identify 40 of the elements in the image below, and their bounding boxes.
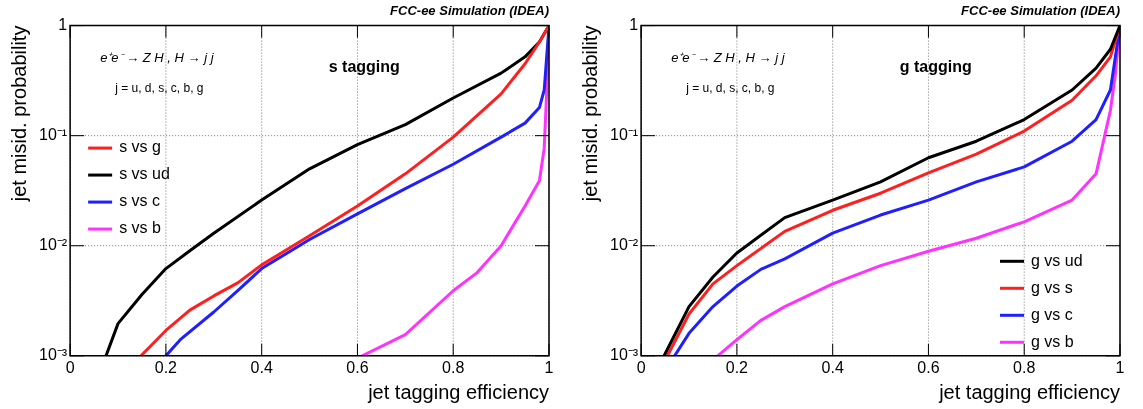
x-tick-label: 0.4	[250, 358, 273, 376]
x-axis-title: jet tagging efficiency	[367, 380, 549, 403]
y-tick-label: 1	[629, 16, 639, 34]
legend-label: s vs c	[119, 192, 161, 210]
legend-label: g vs b	[1031, 332, 1074, 350]
annotation: g tagging	[899, 58, 972, 76]
x-tick-label: 0.2	[154, 358, 178, 376]
x-tick-label: 0.8	[1013, 358, 1036, 376]
annotation: e⁺e⁻ → Z H , H → j j	[671, 50, 786, 66]
legend-label: s vs g	[119, 138, 161, 156]
x-tick-label: 0	[636, 358, 646, 376]
y-tick-label: 10⁻³	[610, 346, 639, 364]
annotation: j = u, d, s, c, b, g	[114, 80, 204, 95]
x-tick-label: 0.6	[346, 358, 369, 376]
legend-label: g vs c	[1031, 305, 1073, 323]
x-tick-label: 1	[1115, 358, 1125, 376]
x-tick-label: 0.2	[725, 358, 749, 376]
chart-title: FCC-ee Simulation (IDEA)	[961, 3, 1120, 19]
y-tick-label: 10⁻¹	[39, 126, 68, 144]
x-tick-label: 0.4	[821, 358, 844, 376]
y-axis-title: jet misid. probability	[7, 25, 30, 203]
annotation: s tagging	[328, 58, 400, 76]
y-tick-label: 1	[58, 16, 68, 34]
chart-title: FCC-ee Simulation (IDEA)	[390, 3, 549, 19]
y-tick-label: 10⁻²	[39, 236, 68, 254]
y-tick-label: 10⁻³	[39, 346, 68, 364]
x-axis-title: jet tagging efficiency	[938, 380, 1120, 403]
legend-label: s vs b	[119, 219, 162, 237]
y-tick-label: 10⁻²	[610, 236, 639, 254]
x-tick-label: 0	[65, 358, 75, 376]
annotation: e⁺e⁻ → Z H , H → j j	[100, 50, 215, 66]
legend-label: g vs ud	[1031, 251, 1083, 269]
annotation: j = u, d, s, c, b, g	[685, 80, 775, 95]
x-tick-label: 1	[544, 358, 554, 376]
y-axis-title: jet misid. probability	[578, 25, 601, 203]
x-tick-label: 0.6	[917, 358, 940, 376]
x-tick-label: 0.8	[442, 358, 465, 376]
legend-label: g vs s	[1031, 278, 1073, 296]
legend-label: s vs ud	[119, 165, 170, 183]
y-tick-label: 10⁻¹	[610, 126, 639, 144]
